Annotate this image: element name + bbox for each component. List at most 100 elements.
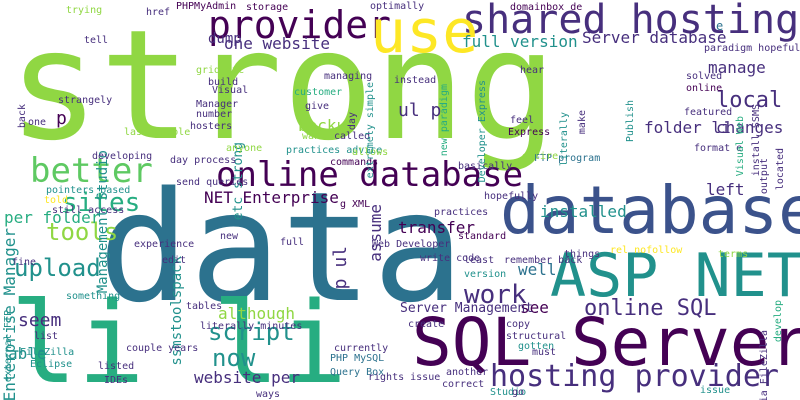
cloud-word: database <box>500 172 800 249</box>
cloud-word: storage <box>246 2 289 13</box>
cloud-word: work <box>464 280 527 310</box>
cloud-word: develop <box>773 300 784 343</box>
cloud-word: sites <box>62 188 141 218</box>
cloud-word: currently <box>334 343 389 354</box>
cloud-word: Server database <box>582 28 727 47</box>
cloud-word: new <box>220 231 239 242</box>
cloud-word: structural <box>506 331 567 342</box>
cloud-word: PHP MySQL <box>330 353 385 364</box>
cloud-word: grid etc <box>196 65 245 76</box>
cloud-word: list <box>34 331 59 342</box>
cloud-word: backup <box>298 116 356 135</box>
cloud-word: manage <box>708 58 766 77</box>
cloud-word: via FileZilla <box>759 330 770 400</box>
cloud-word: script <box>208 318 295 346</box>
cloud-word: SQL Server <box>412 304 800 381</box>
cloud-word: online SQL <box>584 296 717 321</box>
cloud-word: make <box>577 110 588 135</box>
cloud-word: solved <box>686 71 723 82</box>
cloud-word: must <box>532 347 557 358</box>
cloud-word: format e <box>694 143 743 154</box>
cloud-word: ways <box>256 389 281 400</box>
cloud-word: full version <box>462 32 578 51</box>
cloud-word: still access <box>52 205 125 216</box>
cloud-word: gotten <box>518 341 555 352</box>
cloud-word: write code <box>420 253 481 264</box>
cloud-word: commands <box>330 157 379 168</box>
cloud-word: copy <box>506 319 531 330</box>
cloud-word: version <box>464 269 507 280</box>
cloud-word: provider <box>208 3 392 47</box>
cloud-word: want <box>302 131 327 142</box>
cloud-word: couple years <box>126 343 199 354</box>
cloud-word: FileZilla <box>20 347 75 358</box>
cloud-word: upload <box>14 254 101 282</box>
cloud-word: g XML <box>340 199 371 210</box>
cloud-word: seem <box>18 310 62 331</box>
cloud-word: rights issue <box>368 372 441 383</box>
cloud-word: basically <box>458 161 513 172</box>
cloud-word: literally <box>559 112 570 167</box>
cloud-word: see <box>520 298 549 317</box>
cloud-word: called <box>334 131 371 142</box>
cloud-word: Visual Web <box>735 116 746 177</box>
cloud-word: hopefully <box>484 191 539 202</box>
cloud-word: use <box>370 0 479 67</box>
cloud-word: although <box>218 304 296 323</box>
cloud-word: ul p <box>398 100 442 121</box>
cloud-word: remember back <box>504 255 583 266</box>
cloud-word: online <box>686 83 723 94</box>
cloud-word: developing <box>92 151 153 162</box>
cloud-word: another <box>446 367 489 378</box>
cloud-word: Web Developer <box>372 239 451 250</box>
cloud-word: changes <box>716 118 784 137</box>
cloud-word: folder li <box>644 118 731 137</box>
cloud-word: managing <box>324 71 373 82</box>
cloud-word: number <box>196 109 233 120</box>
cloud-word: back <box>17 104 28 129</box>
cloud-word: things <box>564 249 601 260</box>
cloud-word: day process <box>170 155 237 166</box>
cloud-word: domainbox de <box>510 2 583 13</box>
cloud-word: tell <box>84 35 109 46</box>
cloud-word: rel nofollow <box>610 245 683 256</box>
cloud-word: well <box>518 260 557 279</box>
cloud-word: FTP program <box>534 153 601 164</box>
cloud-word: Management Studio <box>95 150 111 294</box>
cloud-word: featured <box>684 107 733 118</box>
cloud-word: left <box>706 180 745 199</box>
cloud-word: new paradigm <box>439 84 450 157</box>
cloud-word: Eclipse <box>30 359 73 370</box>
cloud-word: p ul <box>330 246 351 290</box>
cloud-word: dump <box>208 31 242 47</box>
cloud-word: allows <box>352 147 389 158</box>
cloud-word: located <box>775 148 786 191</box>
cloud-word: installed <box>540 202 627 221</box>
cloud-word: entire <box>522 151 559 162</box>
cloud-word: practices <box>434 207 489 218</box>
cloud-word: tools <box>46 218 119 246</box>
cloud-word: href <box>146 7 171 18</box>
cloud-word: PHPMyAdmin <box>176 1 237 12</box>
cloud-word: anyone <box>226 143 263 154</box>
cloud-word: extremely simple <box>365 82 376 179</box>
cloud-word: edit <box>162 255 187 266</box>
cloud-word: day <box>347 112 358 131</box>
cloud-word: literally minutes <box>200 321 303 332</box>
cloud-word: last couple <box>124 127 191 138</box>
cloud-word: create <box>408 319 445 330</box>
cloud-word: feel <box>510 115 535 126</box>
cloud-word: give <box>305 101 330 112</box>
cloud-word: fine <box>12 257 37 268</box>
cloud-word: practices advice <box>286 145 383 156</box>
cloud-word: instead <box>394 75 437 86</box>
cloud-word: Studio <box>490 387 527 398</box>
cloud-word: correct <box>442 379 485 390</box>
cloud-word: issue <box>700 385 731 396</box>
cloud-word: local <box>716 88 783 113</box>
cloud-word: online database <box>216 155 524 195</box>
cloud-word: hosters <box>190 121 233 132</box>
cloud-word: Server Management <box>400 301 534 316</box>
cloud-word: trying <box>66 5 103 16</box>
